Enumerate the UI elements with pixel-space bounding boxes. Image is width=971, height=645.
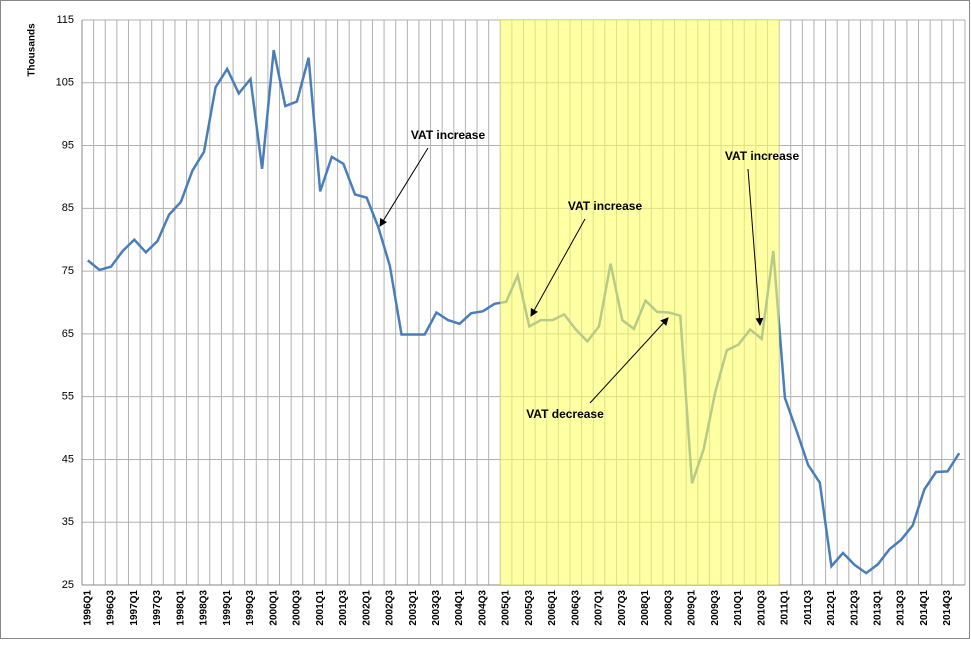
x-tick-label: 2005Q3	[524, 590, 535, 626]
x-tick-label: 2007Q3	[617, 590, 628, 626]
x-tick-label: 2012Q1	[826, 590, 837, 626]
annotation-arrow	[589, 317, 669, 404]
x-tick-label: 2002Q1	[361, 590, 372, 626]
x-tick-label: 1997Q3	[152, 590, 163, 626]
x-tick-label: 1996Q3	[106, 590, 117, 626]
y-tick-label: 65	[62, 328, 74, 340]
x-tick-label: 2001Q1	[315, 590, 326, 626]
x-tick-label: 1999Q3	[245, 590, 256, 626]
x-tick-label: 2008Q1	[640, 590, 651, 626]
x-tick-label: 2011Q3	[803, 590, 814, 625]
x-tick-label: 2014Q1	[919, 590, 930, 626]
x-tick-label: 1996Q1	[82, 590, 93, 626]
x-tick-label: 2013Q3	[896, 590, 907, 626]
x-tick-label: 1998Q1	[175, 590, 186, 626]
annotation: VAT increase	[411, 128, 486, 142]
x-tick-label: 2000Q3	[292, 590, 303, 626]
x-tick-label: 2003Q3	[431, 590, 442, 626]
y-tick-label: 55	[62, 391, 74, 403]
x-tick-label: 2006Q3	[570, 590, 581, 626]
y-tick-label: 115	[56, 14, 74, 26]
x-tick-label: 2009Q1	[687, 590, 698, 626]
x-tick-label: 2010Q1	[733, 590, 744, 626]
x-tick-label: 2004Q1	[454, 590, 465, 626]
x-tick-label: 2009Q3	[710, 590, 721, 626]
x-tick-label: 2006Q1	[547, 590, 558, 626]
y-tick-label: 95	[62, 139, 74, 151]
x-tick-label: 2011Q1	[780, 590, 791, 625]
x-tick-label: 2003Q1	[408, 590, 419, 626]
x-tick-label: 1998Q3	[199, 590, 210, 626]
annotation: VAT increase	[725, 149, 800, 163]
x-tick-label: 2000Q1	[268, 590, 279, 626]
x-tick-label: 2010Q3	[756, 590, 767, 626]
y-tick-label: 35	[62, 516, 74, 528]
x-tick-label: 2014Q3	[942, 590, 953, 626]
x-tick-label: 2005Q1	[501, 590, 512, 626]
annotation-arrow	[530, 218, 586, 317]
y-tick-label: 85	[62, 202, 74, 214]
annotation-arrow	[379, 147, 429, 227]
x-tick-label: 2004Q3	[477, 590, 488, 626]
x-tick-label: 1997Q1	[129, 590, 140, 626]
annotation: VAT decrease	[526, 407, 604, 421]
x-tick-label: 2012Q3	[849, 590, 860, 626]
x-tick-label: 2013Q1	[873, 590, 884, 626]
x-tick-label: 2002Q3	[385, 590, 396, 626]
annotation-arrow	[747, 168, 764, 326]
highlight-band	[500, 20, 780, 585]
y-tick-label: 25	[62, 579, 74, 591]
x-tick-label: 1999Q1	[222, 590, 233, 626]
y-tick-label: 105	[56, 77, 74, 89]
x-tick-label: 2008Q3	[663, 590, 674, 626]
x-tick-label: 2007Q1	[594, 590, 605, 626]
annotation: VAT increase	[568, 199, 643, 213]
x-tick-label: 2001Q3	[338, 590, 349, 626]
y-tick-label: 75	[62, 265, 74, 277]
y-axis-label: Thousands	[27, 23, 38, 77]
y-tick-label: 45	[62, 453, 74, 465]
